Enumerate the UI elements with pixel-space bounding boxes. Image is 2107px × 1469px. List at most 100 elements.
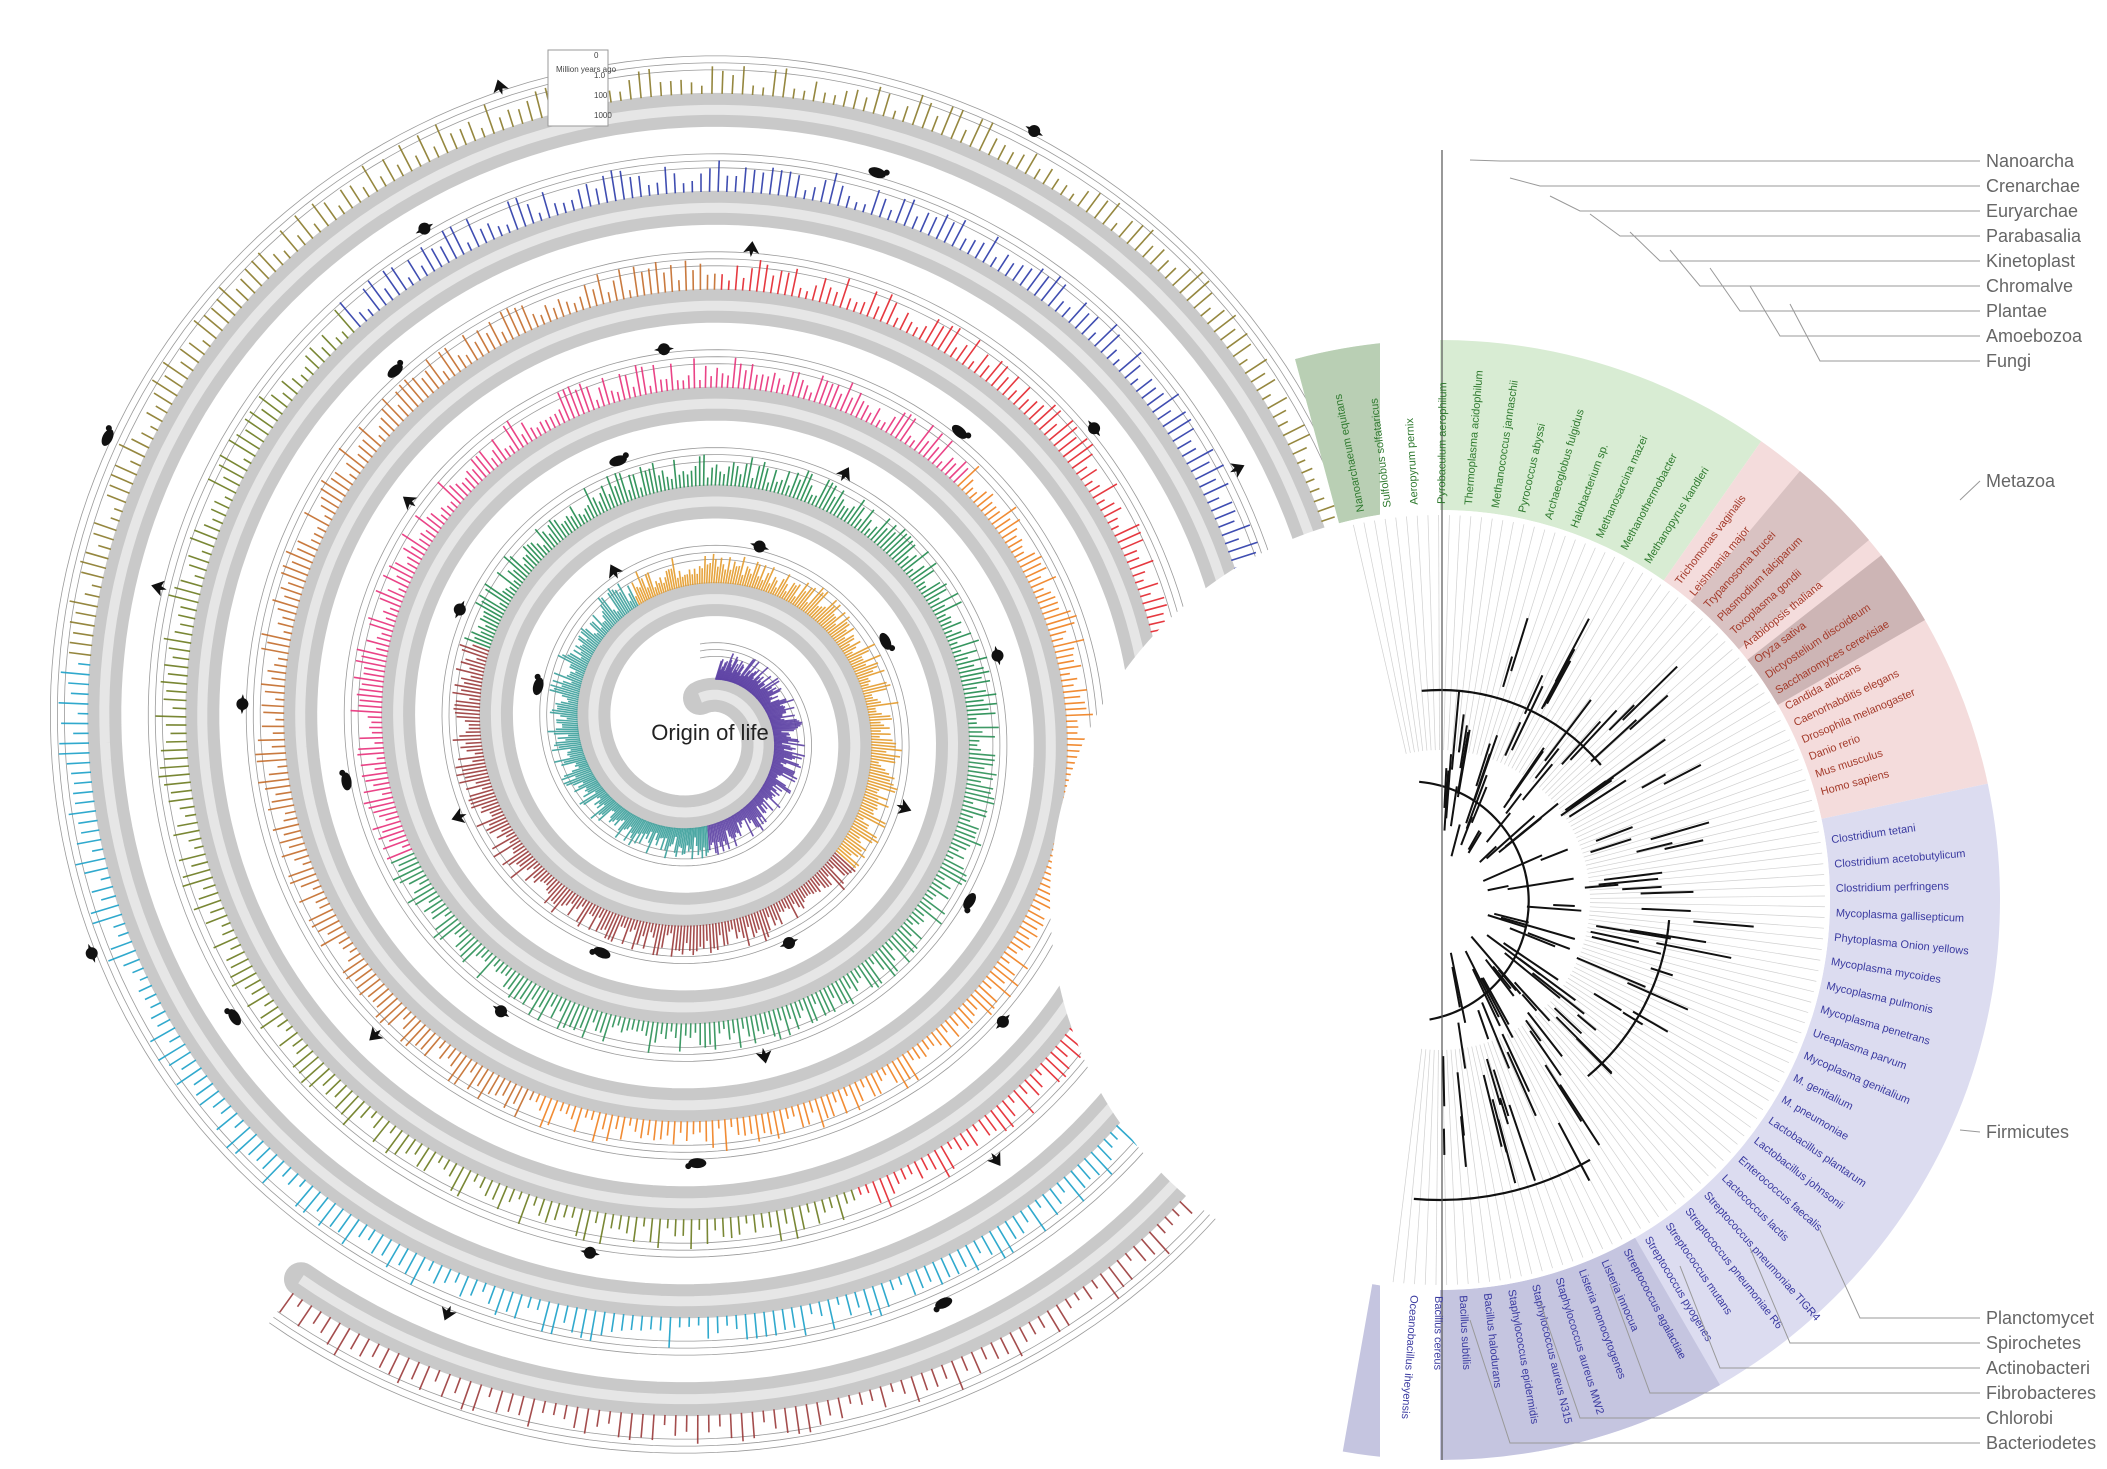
spiral-bar xyxy=(472,760,484,762)
spiral-bar xyxy=(933,1262,943,1285)
spiral-bar xyxy=(1058,661,1075,664)
spiral-bar xyxy=(924,1266,931,1282)
spiral-bar xyxy=(1204,484,1229,496)
spiral-bar xyxy=(118,932,128,936)
spiral-bar xyxy=(1135,580,1143,583)
spiral-bar xyxy=(944,631,952,634)
spiral-bar xyxy=(829,1197,832,1208)
spiral-bar xyxy=(977,494,993,507)
spiral-bar xyxy=(169,648,190,651)
spiral-bar xyxy=(1088,333,1095,340)
spiral-bar xyxy=(182,1060,196,1069)
spiral-bar xyxy=(834,499,844,515)
spiral-bar xyxy=(655,1022,658,1042)
spiral-bar xyxy=(968,771,997,775)
spiral-bar xyxy=(1262,395,1270,400)
spiral-bar xyxy=(838,186,843,206)
spiral-bar xyxy=(851,1190,855,1201)
spiral-bar xyxy=(1133,572,1145,576)
spiral-bar xyxy=(609,91,611,103)
spiral-bar xyxy=(194,846,203,848)
spiral-bar xyxy=(634,920,637,930)
spiral-bar xyxy=(946,855,953,859)
spiral-bar xyxy=(1127,225,1143,243)
spiral-bar xyxy=(466,743,482,744)
spiral-bar xyxy=(826,288,831,304)
spiral-bar xyxy=(554,733,579,734)
spiral-bar xyxy=(1158,411,1171,420)
spiral-bar xyxy=(362,684,384,687)
spiral-bar xyxy=(92,887,113,893)
spiral-bar xyxy=(111,518,120,521)
spiral-bar xyxy=(1003,377,1019,395)
spiral-bar xyxy=(829,173,837,204)
spiral-bar xyxy=(685,261,686,291)
callout-line xyxy=(1550,196,1980,211)
spiral-bar xyxy=(609,1411,611,1424)
spiral-bar xyxy=(241,279,255,293)
spiral-bar xyxy=(1124,551,1137,556)
spiral-bar xyxy=(507,225,510,233)
spiral-bar xyxy=(346,463,360,474)
spiral-bar xyxy=(703,826,704,847)
spiral-bar xyxy=(263,1154,277,1168)
spiral-bar xyxy=(777,1211,782,1241)
spiral-bar xyxy=(810,1304,812,1315)
spiral-bar xyxy=(1064,697,1081,698)
spiral-bar xyxy=(317,1198,328,1212)
spiral-bar xyxy=(395,563,415,574)
spiral-bar xyxy=(549,534,557,545)
spiral-bar xyxy=(202,551,212,555)
spiral-bar xyxy=(1034,277,1049,296)
spiral-bar xyxy=(742,1018,744,1029)
spiral-bar xyxy=(429,896,440,903)
spiral-bar xyxy=(1103,203,1120,224)
spiral-bar xyxy=(1059,666,1081,670)
spiral-bar xyxy=(847,298,851,309)
spiral-bar xyxy=(681,1121,682,1133)
spiral-bar xyxy=(263,1161,284,1183)
spiral-bar xyxy=(854,968,860,978)
spiral-bar xyxy=(528,1297,531,1308)
spiral-bar xyxy=(200,1091,219,1105)
spiral-bar xyxy=(288,1174,298,1185)
spiral-bar xyxy=(478,626,495,634)
spiral-bar xyxy=(1081,470,1097,481)
spiral-bar xyxy=(159,774,190,777)
spiral-bar xyxy=(950,1016,958,1025)
spiral-bar xyxy=(284,818,298,821)
spiral-bar xyxy=(625,375,630,398)
spiral-bar xyxy=(531,428,537,439)
spiral-bar xyxy=(761,173,763,194)
spiral-bar xyxy=(908,1165,912,1174)
spiral-bar xyxy=(622,1314,624,1331)
spiral-bar xyxy=(489,1286,496,1304)
spiral-bar xyxy=(399,1249,408,1266)
spiral-bar xyxy=(906,322,912,333)
spiral-bar xyxy=(1064,702,1085,703)
spiral-bar xyxy=(466,355,472,364)
spiral-bar xyxy=(910,440,915,447)
spiral-bar xyxy=(710,1022,711,1044)
spiral-bar xyxy=(503,849,527,865)
spiral-bar xyxy=(1065,1299,1071,1308)
spiral-bar xyxy=(496,1391,503,1413)
spiral-bar xyxy=(783,69,787,98)
spiral-bar xyxy=(958,1250,967,1267)
spiral-bar xyxy=(1310,489,1319,493)
spiral-bar xyxy=(881,422,886,430)
spiral-bar xyxy=(421,1033,435,1049)
spiral-bar xyxy=(292,379,302,388)
spiral-bar xyxy=(722,71,723,94)
spiral-bar xyxy=(379,812,397,817)
spiral-bar xyxy=(968,361,974,368)
spiral-bar xyxy=(160,766,189,768)
spiral-bar xyxy=(482,950,489,958)
spiral-bar xyxy=(586,184,591,206)
spiral-bar xyxy=(420,1366,430,1390)
spiral-bar xyxy=(397,576,411,583)
callouts-top: Nanoarcha Crenarchae Euryarchae Parabasa… xyxy=(1986,151,2083,1142)
spiral-bar xyxy=(199,893,219,900)
spiral-bar xyxy=(967,709,989,711)
spiral-bar xyxy=(572,1207,575,1218)
